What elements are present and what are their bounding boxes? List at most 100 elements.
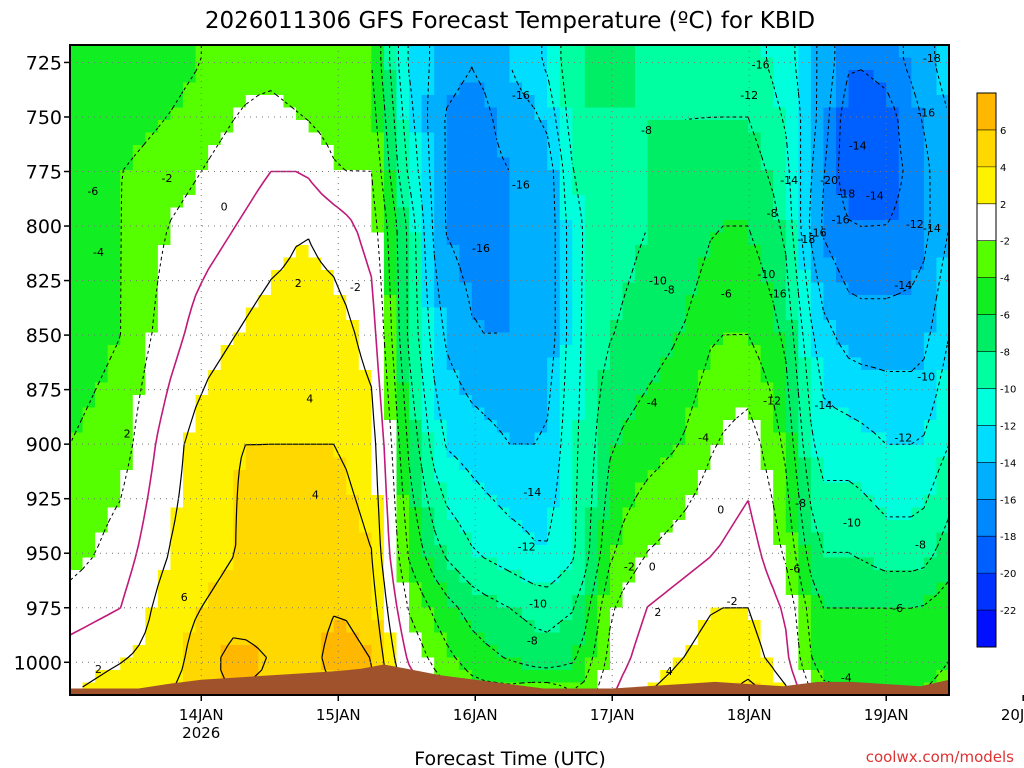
- heatmap-cell: [835, 620, 850, 634]
- heatmap-cell: [120, 507, 134, 521]
- heatmap-cell: [358, 182, 372, 196]
- heatmap-cell: [371, 182, 385, 196]
- heatmap-cell: [446, 395, 460, 409]
- heatmap-cell: [220, 382, 234, 396]
- heatmap-cell: [685, 170, 699, 184]
- heatmap-cell: [697, 382, 712, 396]
- heatmap-cell: [710, 307, 724, 321]
- heatmap-cell: [107, 470, 121, 484]
- heatmap-cell: [283, 257, 297, 271]
- heatmap-cell: [685, 295, 699, 309]
- heatmap-cell: [572, 282, 586, 296]
- heatmap-cell: [296, 395, 310, 409]
- heatmap-cell: [810, 432, 825, 446]
- contour-labels: -16 -18-16 -12-16-8-14-2 -14 -20-6 -16-18 -140…: [87, 52, 941, 684]
- heatmap-cell: [923, 332, 938, 346]
- heatmap-cell: [321, 132, 335, 146]
- heatmap-cell: [258, 270, 272, 284]
- heatmap-cell: [597, 645, 611, 659]
- heatmap-cell: [697, 257, 712, 271]
- heatmap-cell: [245, 520, 259, 534]
- heatmap-cell: [710, 632, 724, 646]
- heatmap-cell: [195, 432, 209, 446]
- heatmap-cell: [409, 45, 423, 59]
- heatmap-cell: [333, 420, 347, 434]
- heatmap-cell: [823, 382, 837, 396]
- heatmap-cell: [258, 332, 272, 346]
- heatmap-cell: [82, 270, 96, 284]
- heatmap-cell: [609, 170, 624, 184]
- heatmap-cell: [923, 120, 938, 134]
- heatmap-cell: [660, 620, 674, 634]
- heatmap-cell: [886, 82, 900, 96]
- heatmap-cell: [107, 132, 121, 146]
- credit-link[interactable]: coolwx.com/models: [866, 748, 1014, 766]
- heatmap-cell: [609, 82, 624, 96]
- heatmap-cell: [685, 45, 699, 59]
- heatmap-cell: [409, 620, 423, 634]
- heatmap-cell: [785, 520, 799, 534]
- heatmap-cell: [810, 545, 825, 559]
- heatmap-cell: [873, 295, 887, 309]
- heatmap-cell: [120, 332, 134, 346]
- contour-label: 0: [221, 200, 228, 213]
- colorbar-tick-label: -10: [1000, 384, 1016, 395]
- heatmap-cell: [672, 370, 686, 384]
- heatmap-cell: [208, 607, 222, 621]
- heatmap-cell: [660, 532, 674, 546]
- heatmap-cell: [773, 357, 787, 371]
- contour-label: -2: [727, 595, 738, 608]
- heatmap-cell: [120, 620, 134, 634]
- heatmap-cell: [421, 457, 435, 471]
- heatmap-cell: [672, 157, 686, 171]
- heatmap-cell: [145, 207, 159, 221]
- heatmap-cell: [748, 595, 762, 609]
- heatmap-cell: [823, 457, 837, 471]
- heatmap-cell: [132, 307, 146, 321]
- heatmap-cell: [923, 570, 938, 584]
- heatmap-cell: [873, 245, 887, 259]
- heatmap-cell: [923, 432, 938, 446]
- heatmap-cell: [308, 95, 322, 109]
- heatmap-cell: [346, 45, 360, 59]
- heatmap-cell: [898, 495, 912, 509]
- isotherm-line: [70, 90, 814, 695]
- heatmap-cell: [446, 357, 460, 371]
- heatmap-cell: [170, 645, 184, 659]
- heatmap-cell: [710, 445, 724, 459]
- heatmap-cell: [459, 245, 473, 259]
- heatmap-cell: [258, 57, 272, 71]
- heatmap-cell: [296, 582, 310, 596]
- heatmap-cell: [810, 320, 825, 334]
- heatmap-cell: [434, 120, 448, 134]
- heatmap-cell: [107, 245, 121, 259]
- heatmap-cell: [685, 195, 699, 209]
- heatmap-cell: [283, 570, 297, 584]
- heatmap-cell: [911, 482, 925, 496]
- heatmap-cell: [572, 632, 586, 646]
- heatmap-cell: [886, 582, 900, 596]
- heatmap-cell: [346, 70, 360, 84]
- heatmap-cell: [735, 357, 749, 371]
- heatmap-cell: [321, 507, 335, 521]
- heatmap-cell: [622, 520, 636, 534]
- heatmap-cell: [911, 595, 925, 609]
- heatmap-cell: [672, 82, 686, 96]
- heatmap-cell: [484, 207, 498, 221]
- heatmap-cell: [308, 470, 322, 484]
- heatmap-cell: [258, 207, 272, 221]
- heatmap-cell: [534, 557, 548, 571]
- contour-label: -14: [849, 139, 867, 152]
- heatmap-cell: [321, 207, 335, 221]
- heatmap-cell: [697, 170, 712, 184]
- heatmap-cell: [710, 657, 724, 671]
- heatmap-cell: [82, 657, 96, 671]
- heatmap-cell: [660, 145, 674, 159]
- heatmap-cell: [861, 545, 875, 559]
- heatmap-cell: [421, 320, 435, 334]
- heatmap-cell: [923, 245, 938, 259]
- heatmap-cell: [120, 370, 134, 384]
- heatmap-cell: [471, 495, 485, 509]
- heatmap-cell: [446, 245, 460, 259]
- heatmap-cell: [358, 295, 372, 309]
